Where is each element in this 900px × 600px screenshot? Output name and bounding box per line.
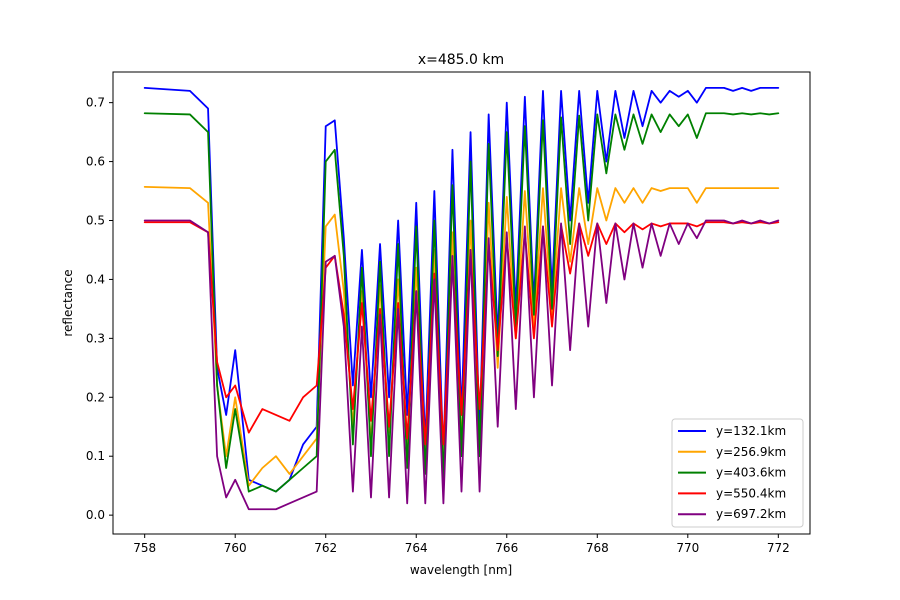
legend-item-2: y=256.9km (678, 445, 786, 459)
x-tick-label: 772 (767, 541, 790, 555)
legend-label: y=697.2km (716, 507, 786, 521)
y-tick-label: 0.2 (86, 390, 105, 404)
series-line-4 (143, 221, 780, 446)
legend: y=132.1km y=256.9km y=403.6km y=550.4km y=69… (671, 418, 804, 528)
plot-frame (112, 71, 811, 535)
series-line-3 (143, 112, 780, 493)
legend-box (671, 418, 804, 528)
series-line-5 (143, 219, 780, 511)
legend-item-3: y=403.6km (678, 466, 786, 480)
y-tick-label: 0.7 (86, 96, 105, 110)
legend-item-4: y=550.4km (678, 486, 786, 500)
chart-title: x=485.0 km (418, 52, 504, 68)
legend-label: y=256.9km (716, 445, 786, 459)
x-axis-label: wavelength [nm] (410, 563, 512, 577)
y-tick-label: 0.4 (86, 272, 105, 286)
x-tick-label: 760 (224, 541, 247, 555)
legend-label: y=550.4km (716, 486, 786, 500)
legend-items: y=132.1km y=256.9km y=403.6km y=550.4km y=69… (678, 424, 786, 521)
y-tick-label: 0.0 (86, 508, 105, 522)
legend-label: y=132.1km (716, 424, 786, 438)
y-tick-label: 0.1 (86, 449, 105, 463)
x-axis-ticks: 758 760 762 764 766 768 770 772 (133, 534, 790, 555)
y-tick-label: 0.5 (86, 214, 105, 228)
series-layer (143, 87, 780, 511)
x-tick-label: 764 (405, 541, 428, 555)
x-tick-label: 758 (133, 541, 156, 555)
y-tick-label: 0.3 (86, 331, 105, 345)
series-line-2 (143, 186, 780, 487)
y-axis-ticks: 0.0 0.1 0.2 0.3 0.4 0.5 0.6 0.7 (86, 96, 113, 522)
x-tick-label: 766 (495, 541, 518, 555)
legend-item-5: y=697.2km (678, 507, 786, 521)
x-tick-label: 768 (586, 541, 609, 555)
legend-label: y=403.6km (716, 466, 786, 480)
x-tick-label: 770 (676, 541, 699, 555)
legend-item-1: y=132.1km (678, 424, 786, 438)
y-tick-label: 0.6 (86, 155, 105, 169)
x-tick-label: 762 (314, 541, 337, 555)
y-axis-label: reflectance (61, 269, 75, 336)
